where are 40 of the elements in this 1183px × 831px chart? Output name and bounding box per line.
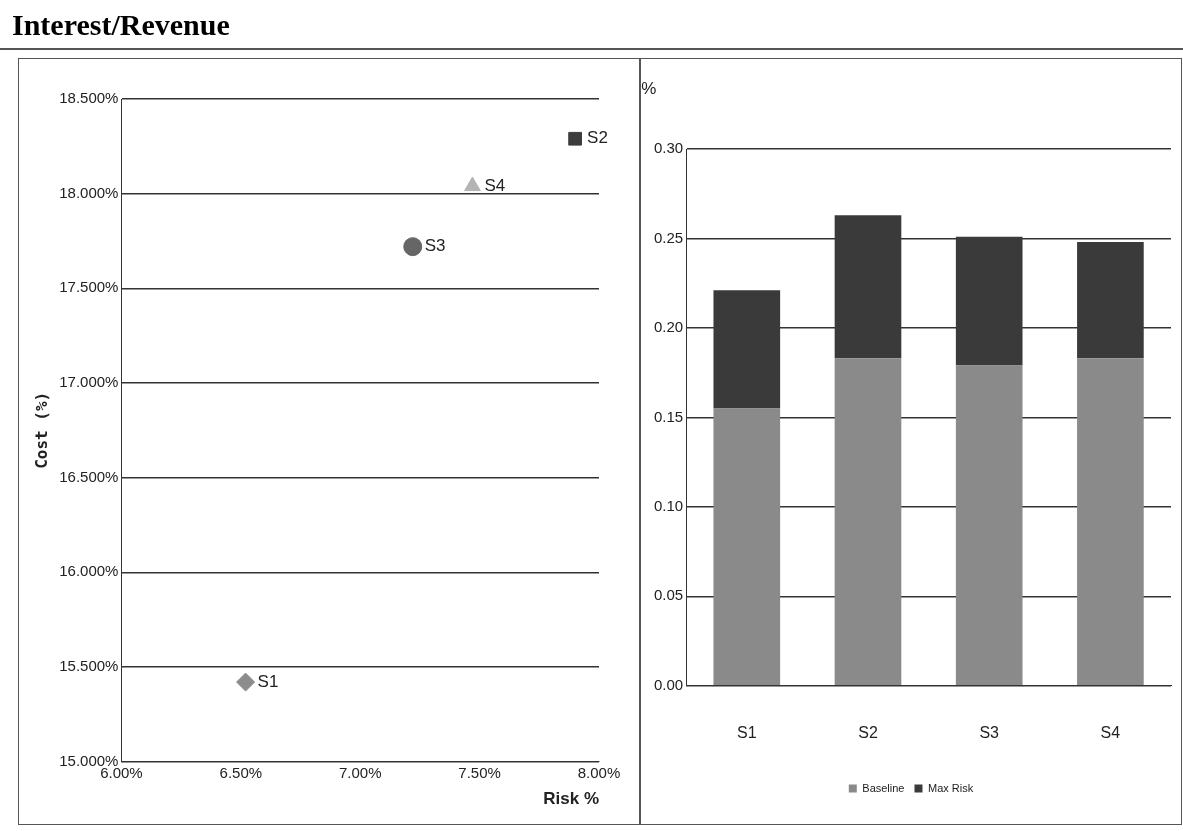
bar xyxy=(1077,358,1144,686)
x-tick-label: S2 xyxy=(858,723,878,741)
x-axis-title: Risk % xyxy=(543,789,599,809)
y-tick-label: 17.000% xyxy=(59,373,119,391)
y-tick-label: 15.500% xyxy=(59,657,119,675)
series-label: S1 xyxy=(257,671,279,691)
chart-title: Interest/Revenue xyxy=(0,0,1183,50)
y-tick-label: 0.00 xyxy=(653,675,684,693)
y-tick-label: 0.10 xyxy=(653,497,684,515)
legend-label: Baseline xyxy=(862,781,905,794)
x-tick-label: S3 xyxy=(979,723,1000,741)
y-tick-label: 0.30 xyxy=(653,139,684,157)
y-tick-label: 18.500% xyxy=(59,89,119,107)
series-label: S2 xyxy=(587,128,608,148)
y-tick-label: 0.25 xyxy=(653,228,684,246)
y-tick-label: 16.500% xyxy=(59,467,119,485)
point xyxy=(236,672,256,692)
bar xyxy=(713,408,781,686)
point xyxy=(568,131,582,146)
y-tick-label: 18.000% xyxy=(59,183,119,201)
x-tick-label: S1 xyxy=(737,723,757,741)
x-tick-label: S4 xyxy=(1100,723,1121,741)
x-tick-label: 7.00% xyxy=(338,763,382,781)
y-axis-title: Cost (%) xyxy=(31,391,51,469)
y-tick-label: 0.05 xyxy=(653,586,684,604)
x-tick-label: 8.00% xyxy=(577,763,621,781)
legend-label: Max Risk xyxy=(927,781,974,794)
y-tick-label: 17.500% xyxy=(59,278,119,296)
y-tick-label: 0.15 xyxy=(653,407,684,425)
y-axis-title: % xyxy=(641,78,657,98)
point xyxy=(464,176,481,192)
y-tick-label: 0.20 xyxy=(653,318,684,336)
bar xyxy=(834,358,902,686)
x-tick-label: 7.50% xyxy=(458,763,501,781)
y-tick-label: 16.000% xyxy=(59,562,119,580)
bar xyxy=(955,365,1023,686)
series-label: S4 xyxy=(484,175,506,195)
x-tick-label: 6.50% xyxy=(219,763,263,781)
point xyxy=(403,237,423,257)
series-label: S3 xyxy=(424,236,446,256)
